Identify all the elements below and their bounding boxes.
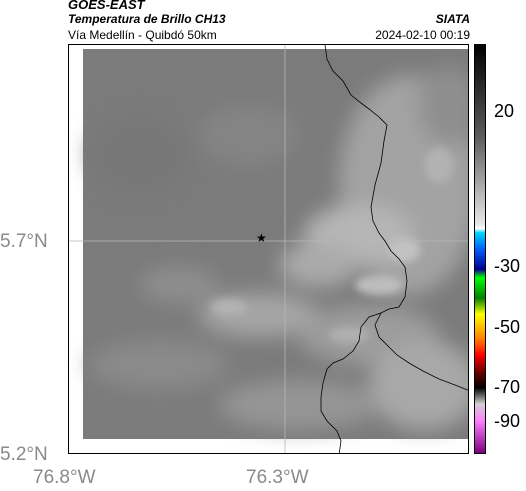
colorbar-tick-minus-30: -30	[494, 256, 521, 276]
colorbar-tick-20: 20	[494, 101, 515, 121]
region-subtitle: Vía Medellín - Quibdó 50km	[68, 28, 217, 42]
lon-tick-76-3: 76.3°W	[246, 467, 309, 488]
lon-tick-76-8: 76.8°W	[33, 467, 96, 488]
border-line-north	[324, 45, 468, 391]
star-icon: ★	[256, 231, 267, 245]
temperature-colorbar	[474, 44, 486, 454]
colorbar-tick-minus-90: -90	[494, 411, 521, 431]
colorbar-tick-minus-50: -50	[494, 317, 521, 337]
satellite-title: GOES-EAST	[68, 0, 145, 12]
border-line-south	[320, 312, 382, 453]
satellite-map[interactable]: ★	[68, 44, 469, 454]
lat-tick-5-2: 5.2°N	[0, 444, 48, 465]
organization-label: SIATA	[435, 12, 470, 26]
timestamp-label: 2024-02-10 00:19	[375, 28, 470, 42]
lat-tick-5-7: 5.7°N	[0, 231, 48, 252]
brightness-field	[69, 45, 468, 453]
product-title: Temperatura de Brillo CH13	[68, 12, 226, 26]
colorbar-tick-minus-70: -70	[494, 377, 521, 397]
